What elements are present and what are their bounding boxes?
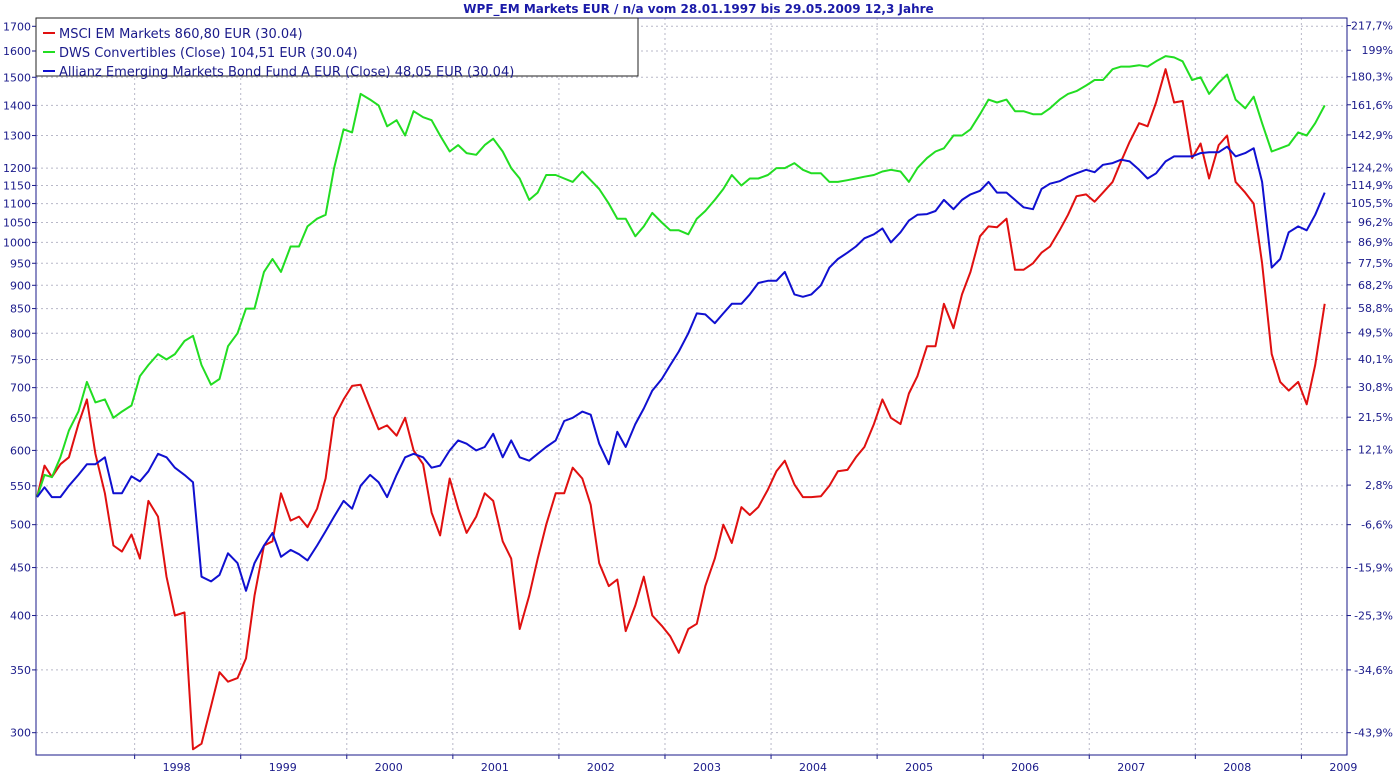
x-tick-label: 2008 [1223,761,1251,774]
y-tick-label: 450 [10,562,31,575]
y-right-tick-label: 124,2% [1351,161,1393,174]
x-tick-label: 2004 [799,761,827,774]
y-tick-label: 600 [10,444,31,457]
y-right-tick-label: 105,5% [1351,197,1393,210]
y-right-tick-label: 30,8% [1358,381,1393,394]
y-right-tick-label: 114,9% [1351,179,1393,192]
y-tick-label: 400 [10,610,31,623]
y-tick-label: 1500 [3,71,31,84]
y-right-tick-label: 217,7% [1351,20,1393,33]
y-right-tick-label: 21,5% [1358,411,1393,424]
y-tick-label: 700 [10,382,31,395]
y-right-tick-label: 161,6% [1351,99,1393,112]
legend-label: Allianz Emerging Markets Bond Fund A EUR… [59,65,514,80]
y-right-tick-label: 180,3% [1351,71,1393,84]
y-right-tick-label: 199% [1362,44,1393,57]
legend-box [35,17,639,77]
series-lines [36,55,1326,751]
x-tick-label: 2007 [1117,761,1145,774]
legend: MSCI EM Markets 860,80 EUR (30.04) DWS Co… [35,17,639,80]
y-right-tick-label: -15,9% [1354,562,1393,575]
x-tick-label: 2009 [1329,761,1357,774]
y-right-tick-label: -25,3% [1354,610,1393,623]
y-right-tick-label: 142,9% [1351,129,1393,142]
y-tick-label: 1050 [3,217,31,230]
y-tick-label: 800 [10,327,31,340]
y-right-tick-label: -6,6% [1361,519,1393,532]
y-right-tick-label: -43,9% [1354,727,1393,740]
x-tick-label: 2006 [1011,761,1039,774]
series-line-1 [36,68,1326,751]
y-tick-label: 850 [10,303,31,316]
x-tick-label: 1999 [269,761,297,774]
x-tick-label: 2002 [587,761,615,774]
y-tick-label: 900 [10,279,31,292]
grid-lines [36,18,1347,755]
x-tick-label: 1998 [163,761,191,774]
y-tick-label: 650 [10,412,31,425]
legend-label: MSCI EM Markets 860,80 EUR (30.04) [59,27,303,42]
y-tick-label: 1700 [3,20,31,33]
y-tick-label: 750 [10,354,31,367]
y-tick-label: 1400 [3,99,31,112]
plot-frame [35,17,1348,756]
x-tick-label: 2000 [375,761,403,774]
y-tick-label: 1200 [3,162,31,175]
y-tick-label: 1600 [3,45,31,58]
series-line-3 [36,145,1326,592]
y-tick-label: 1000 [3,236,31,249]
y-axis-right: 217,7% 199% 180,3% 161,6% 142,9% 124,2% 114,9%… [1347,20,1393,740]
y-tick-label: 500 [10,519,31,532]
series-line-2 [36,55,1326,498]
y-right-tick-label: 2,8% [1365,479,1393,492]
y-tick-label: 1100 [3,198,31,211]
y-right-tick-label: 86,9% [1358,236,1393,249]
y-right-tick-label: -34,6% [1354,664,1393,677]
y-axis-left: 300 350 400 450 500 550 600 650 700 750 800 850 900 9… [3,20,36,740]
y-right-tick-label: 68,2% [1358,279,1393,292]
y-tick-label: 1150 [3,179,31,192]
y-right-tick-label: 40,1% [1358,353,1393,366]
y-right-tick-label: 12,1% [1358,444,1393,457]
chart-title: WPF_EM Markets EUR / n/a vom 28.01.1997 … [463,2,934,16]
y-tick-label: 300 [10,727,31,740]
y-tick-label: 1300 [3,130,31,143]
y-right-tick-label: 49,5% [1358,327,1393,340]
y-right-tick-label: 77,5% [1358,257,1393,270]
y-tick-label: 550 [10,480,31,493]
y-right-tick-label: 96,2% [1358,216,1393,229]
x-tick-label: 2005 [905,761,933,774]
y-right-tick-label: 58,8% [1358,302,1393,315]
y-tick-label: 950 [10,257,31,270]
x-axis: 1998 1999 2000 2001 2002 2003 2004 2005 2006 2007… [134,755,1357,774]
legend-label: DWS Convertibles (Close) 104,51 EUR (30.… [59,46,358,61]
x-tick-label: 2003 [693,761,721,774]
y-tick-label: 350 [10,664,31,677]
x-tick-label: 2001 [481,761,509,774]
